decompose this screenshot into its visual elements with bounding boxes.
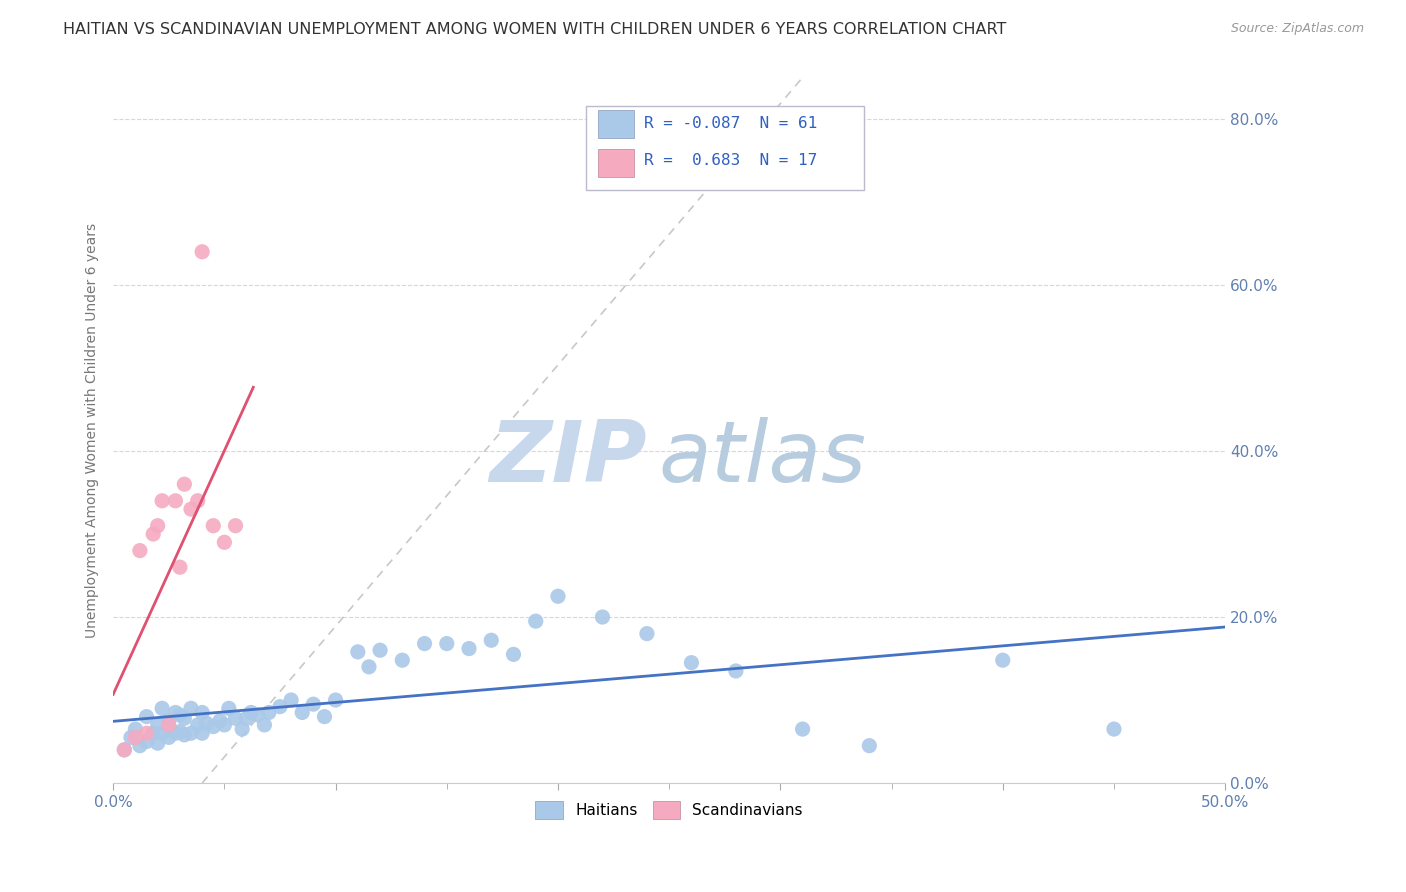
Point: [165, 493, 187, 508]
Y-axis label: Unemployment Among Women with Children Under 6 years: Unemployment Among Women with Children U…: [86, 223, 100, 638]
Legend: Haitians, Scandinavians: Haitians, Scandinavians: [529, 795, 808, 825]
Point: [357, 660, 380, 674]
Point: [157, 714, 180, 728]
Point: [142, 726, 165, 740]
Point: [280, 693, 302, 707]
Point: [253, 718, 276, 732]
Point: [391, 653, 413, 667]
Text: ZIP: ZIP: [489, 417, 647, 500]
Point: [235, 711, 257, 725]
Point: [724, 664, 747, 678]
Point: [150, 726, 173, 740]
Point: [269, 699, 291, 714]
Point: [165, 706, 187, 720]
FancyBboxPatch shape: [598, 110, 634, 138]
Point: [169, 724, 191, 739]
Point: [169, 560, 191, 574]
Text: R = -0.087  N = 61: R = -0.087 N = 61: [644, 116, 817, 131]
Point: [169, 708, 191, 723]
Point: [681, 656, 703, 670]
Point: [291, 706, 314, 720]
Point: [112, 743, 135, 757]
Point: [225, 518, 247, 533]
Point: [124, 731, 146, 745]
Point: [187, 718, 209, 732]
Text: R =  0.683  N = 17: R = 0.683 N = 17: [644, 153, 817, 169]
Point: [150, 493, 173, 508]
Text: Source: ZipAtlas.com: Source: ZipAtlas.com: [1230, 22, 1364, 36]
Point: [157, 731, 180, 745]
Point: [146, 518, 169, 533]
Point: [135, 709, 157, 723]
Point: [214, 718, 236, 732]
Point: [146, 736, 169, 750]
Point: [191, 244, 214, 259]
Point: [1102, 722, 1125, 736]
FancyBboxPatch shape: [586, 105, 863, 190]
Point: [225, 711, 247, 725]
Point: [636, 626, 658, 640]
Point: [591, 610, 613, 624]
Point: [191, 726, 214, 740]
Text: atlas: atlas: [658, 417, 866, 500]
Point: [195, 716, 218, 731]
Point: [202, 720, 225, 734]
Point: [214, 535, 236, 549]
Point: [120, 731, 142, 745]
Point: [202, 518, 225, 533]
Point: [173, 728, 195, 742]
Point: [547, 589, 569, 603]
Point: [524, 614, 547, 628]
Point: [173, 477, 195, 491]
Point: [325, 693, 347, 707]
Point: [180, 502, 202, 516]
Point: [458, 641, 481, 656]
Point: [112, 743, 135, 757]
Point: [135, 726, 157, 740]
Point: [231, 722, 253, 736]
Point: [124, 722, 146, 736]
Point: [180, 701, 202, 715]
Point: [436, 637, 458, 651]
Point: [180, 726, 202, 740]
Point: [128, 739, 150, 753]
Point: [208, 714, 231, 728]
Point: [346, 645, 368, 659]
Point: [792, 722, 814, 736]
Point: [302, 697, 325, 711]
Point: [413, 637, 436, 651]
Text: HAITIAN VS SCANDINAVIAN UNEMPLOYMENT AMONG WOMEN WITH CHILDREN UNDER 6 YEARS COR: HAITIAN VS SCANDINAVIAN UNEMPLOYMENT AMO…: [63, 22, 1007, 37]
Point: [240, 706, 263, 720]
Point: [257, 706, 280, 720]
Point: [479, 633, 502, 648]
Point: [165, 726, 187, 740]
Point: [135, 734, 157, 748]
Point: [246, 708, 269, 723]
Point: [157, 718, 180, 732]
Point: [858, 739, 880, 753]
Point: [128, 543, 150, 558]
Point: [368, 643, 391, 657]
FancyBboxPatch shape: [598, 149, 634, 177]
Point: [146, 718, 169, 732]
Point: [191, 706, 214, 720]
Point: [314, 709, 336, 723]
Point: [991, 653, 1014, 667]
Point: [187, 493, 209, 508]
Point: [150, 701, 173, 715]
Point: [218, 701, 240, 715]
Point: [502, 648, 524, 662]
Point: [142, 527, 165, 541]
Point: [173, 711, 195, 725]
